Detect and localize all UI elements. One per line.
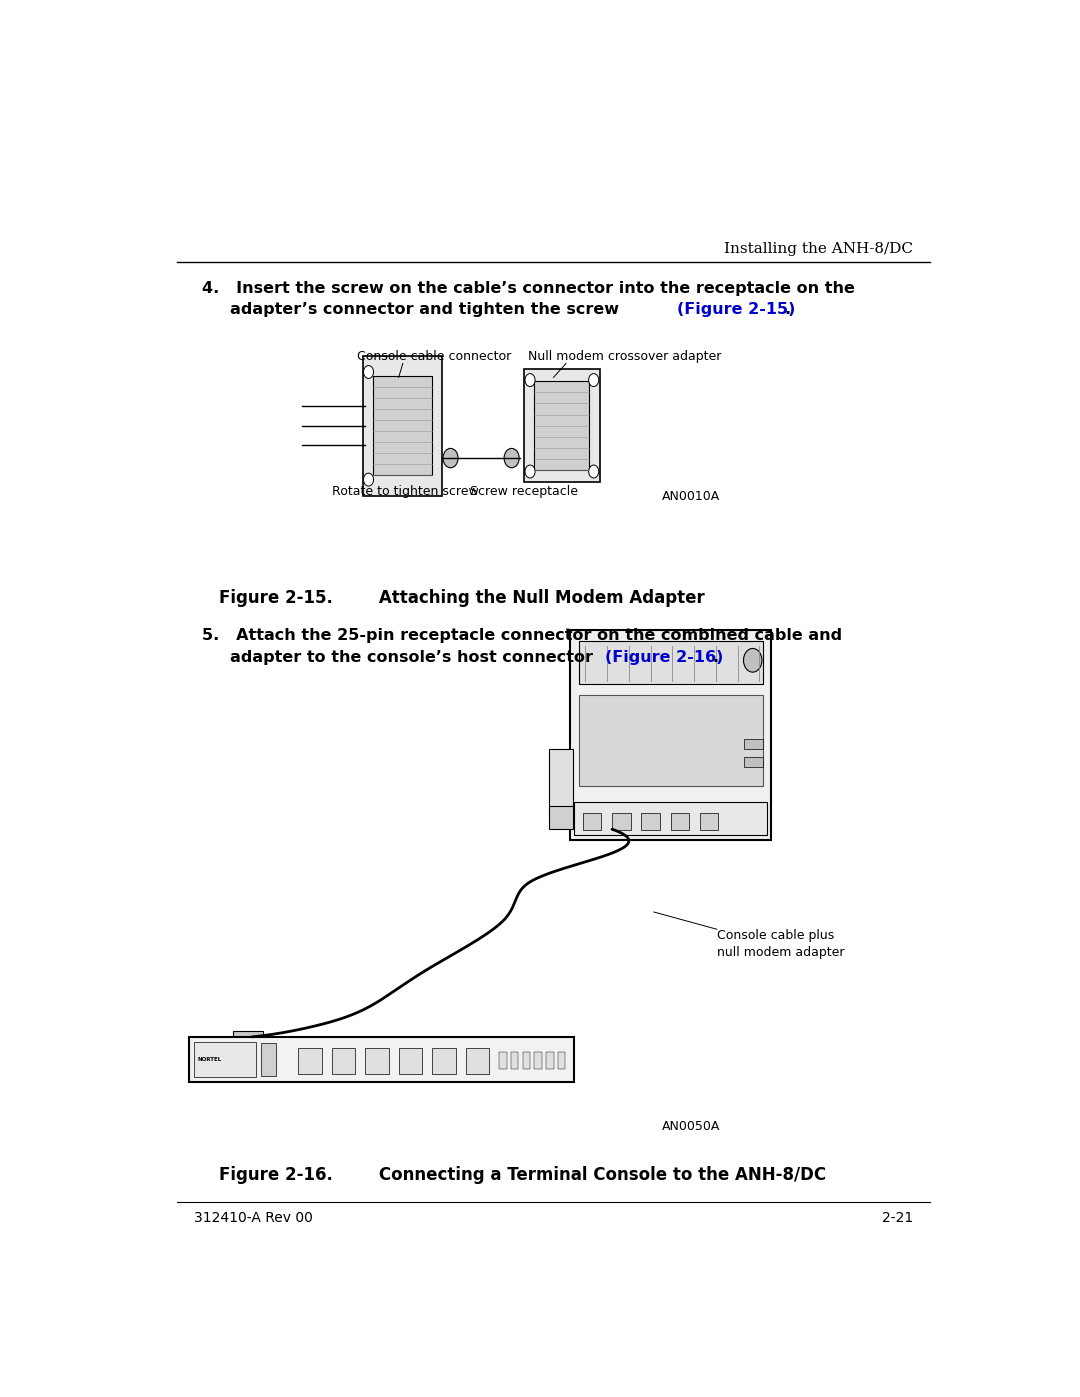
FancyBboxPatch shape — [365, 1048, 389, 1074]
FancyBboxPatch shape — [612, 813, 631, 830]
FancyBboxPatch shape — [570, 630, 771, 840]
FancyBboxPatch shape — [579, 641, 762, 685]
Text: 5.   Attach the 25-pin receptacle connector on the combined cable and: 5. Attach the 25-pin receptacle connecto… — [202, 629, 842, 643]
Text: adapter to the console’s host connector: adapter to the console’s host connector — [202, 650, 598, 665]
FancyBboxPatch shape — [550, 749, 572, 813]
FancyBboxPatch shape — [189, 1037, 575, 1083]
Text: AN0050A: AN0050A — [662, 1119, 720, 1133]
FancyBboxPatch shape — [332, 1048, 355, 1074]
FancyBboxPatch shape — [373, 376, 432, 475]
Circle shape — [525, 373, 535, 387]
Text: Console cable connector: Console cable connector — [356, 351, 511, 363]
FancyBboxPatch shape — [260, 1044, 275, 1076]
Text: adapter’s connector and tighten the screw: adapter’s connector and tighten the scre… — [202, 302, 624, 317]
Circle shape — [589, 373, 598, 387]
FancyBboxPatch shape — [193, 1042, 256, 1077]
FancyBboxPatch shape — [499, 1052, 507, 1069]
Text: Installing the ANH-8/DC: Installing the ANH-8/DC — [725, 242, 914, 256]
Circle shape — [443, 448, 458, 468]
Text: 312410-A Rev 00: 312410-A Rev 00 — [193, 1211, 312, 1225]
FancyBboxPatch shape — [550, 806, 572, 830]
FancyBboxPatch shape — [744, 739, 762, 749]
Text: Figure 2-16.        Connecting a Terminal Console to the ANH-8/DC: Figure 2-16. Connecting a Terminal Conso… — [218, 1166, 826, 1183]
FancyBboxPatch shape — [546, 1052, 554, 1069]
FancyBboxPatch shape — [671, 813, 689, 830]
FancyBboxPatch shape — [700, 813, 718, 830]
FancyBboxPatch shape — [524, 369, 599, 482]
FancyBboxPatch shape — [399, 1048, 422, 1074]
FancyBboxPatch shape — [744, 757, 762, 767]
Text: (Figure 2-16): (Figure 2-16) — [605, 650, 723, 665]
Text: 2-21: 2-21 — [882, 1211, 914, 1225]
FancyBboxPatch shape — [583, 813, 602, 830]
Circle shape — [743, 648, 761, 672]
Text: .: . — [784, 302, 791, 317]
FancyBboxPatch shape — [432, 1048, 456, 1074]
Text: (Figure 2-15): (Figure 2-15) — [676, 302, 795, 317]
Circle shape — [364, 474, 374, 486]
FancyBboxPatch shape — [523, 1052, 530, 1069]
Circle shape — [589, 465, 598, 478]
Circle shape — [504, 448, 519, 468]
Text: NORTEL: NORTEL — [198, 1058, 222, 1062]
FancyBboxPatch shape — [233, 1031, 264, 1051]
FancyBboxPatch shape — [511, 1052, 518, 1069]
FancyBboxPatch shape — [579, 694, 762, 787]
Text: Console cable plus
null modem adapter: Console cable plus null modem adapter — [717, 929, 845, 960]
Text: Screw receptacle: Screw receptacle — [470, 485, 578, 497]
Text: Null modem crossover adapter: Null modem crossover adapter — [528, 351, 721, 363]
Text: 4.   Insert the screw on the cable’s connector into the receptacle on the: 4. Insert the screw on the cable’s conne… — [202, 281, 855, 296]
FancyBboxPatch shape — [642, 813, 660, 830]
FancyBboxPatch shape — [363, 356, 442, 496]
Text: AN0010A: AN0010A — [662, 490, 720, 503]
FancyBboxPatch shape — [535, 381, 590, 471]
FancyBboxPatch shape — [298, 1048, 322, 1074]
FancyBboxPatch shape — [465, 1048, 489, 1074]
FancyBboxPatch shape — [535, 1052, 542, 1069]
Circle shape — [364, 366, 374, 379]
Text: Figure 2-15.        Attaching the Null Modem Adapter: Figure 2-15. Attaching the Null Modem Ad… — [218, 590, 704, 608]
Circle shape — [525, 465, 535, 478]
FancyBboxPatch shape — [575, 802, 767, 834]
FancyBboxPatch shape — [557, 1052, 565, 1069]
Text: Rotate to tighten screw: Rotate to tighten screw — [332, 485, 478, 497]
Text: .: . — [713, 650, 718, 665]
